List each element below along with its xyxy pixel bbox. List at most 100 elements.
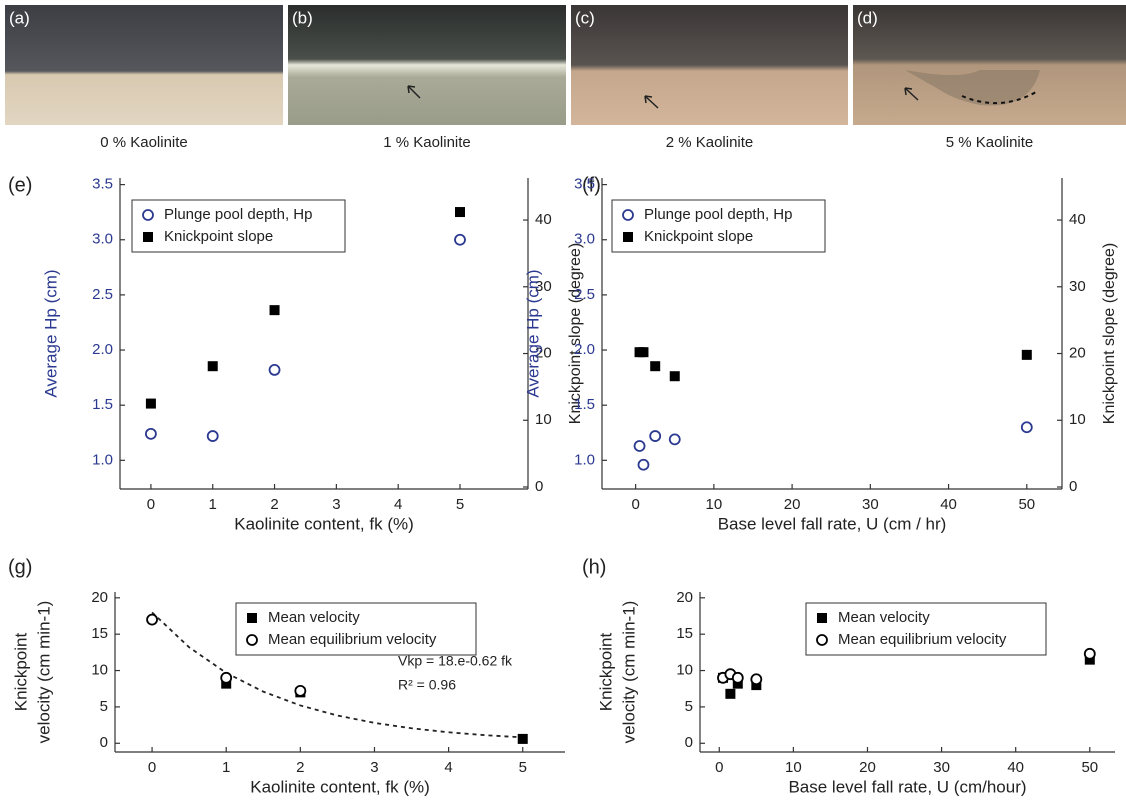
circle-marker: [268, 363, 281, 376]
photo: [288, 5, 566, 125]
y-tick-label: 20: [91, 589, 108, 606]
y-tick-label: 10: [91, 662, 108, 679]
y2-tick-label: 30: [1069, 278, 1086, 295]
square-marker: [269, 305, 280, 316]
y-tick-label: 0: [685, 734, 693, 751]
content: (a) 0 % Kaolinite (b) 1 % Kaolinite (c) 2 % K…: [8, 8, 1118, 796]
arrow: [904, 87, 919, 101]
y-tick-label: 1.0: [92, 451, 113, 468]
legend-label: Mean equilibrium velocity: [838, 631, 1007, 648]
photo-label: (b): [292, 8, 313, 27]
y2-axis-label: Knickpoint slope (degree): [567, 243, 584, 424]
y-tick-label: 1.5: [92, 396, 113, 413]
circle-marker: [145, 427, 157, 440]
y-tick-label: 3.5: [574, 176, 595, 193]
photo: [571, 5, 848, 125]
y2-tick-label: 20: [1069, 344, 1086, 361]
x-tick-label: 30: [862, 496, 879, 513]
x-tick-label: 0: [148, 759, 156, 776]
circle-marker: [750, 673, 763, 686]
circle-marker: [731, 671, 744, 684]
y-tick-label: 1.0: [574, 451, 595, 468]
photo-label: (c): [575, 8, 595, 27]
circle-marker: [294, 685, 307, 697]
panel-label: (f): [582, 174, 601, 196]
y-tick-label: 5: [100, 698, 108, 715]
y-tick-label: 3.0: [92, 231, 113, 248]
x-axis-label: Kaolinite content, fk (%): [250, 777, 430, 796]
legend-label: Mean equilibrium velocity: [268, 631, 437, 648]
square-marker: [638, 347, 649, 358]
circle-marker: [1020, 421, 1033, 434]
circle-marker: [246, 634, 258, 646]
square-marker: [517, 733, 528, 744]
photo-caption: 0 % Kaolinite: [100, 134, 188, 151]
x-tick-label: 50: [1081, 759, 1098, 776]
x-axis-label: Kaolinite content, fk (%): [234, 514, 414, 533]
legend-box: [235, 602, 477, 656]
circle-marker: [649, 430, 662, 442]
legend-label: Mean velocity: [268, 609, 360, 626]
x-tick-label: 5: [519, 759, 527, 776]
y-tick-label: 2.5: [574, 286, 595, 303]
square-marker: [1021, 349, 1032, 360]
y-axis-label: Average Hp (cm): [41, 269, 60, 397]
y-tick-label: 15: [676, 625, 693, 642]
legend-label: Plunge pool depth, Hp: [644, 206, 792, 223]
square-marker: [145, 398, 156, 409]
legend-label: Mean velocity: [838, 609, 930, 626]
photo: [853, 5, 1126, 125]
circle-marker: [206, 430, 219, 442]
y2-axis-label: Knickpoint slope (degree): [1101, 243, 1118, 424]
y-tick-label: 10: [676, 662, 693, 679]
legend-box: [805, 602, 1047, 656]
x-tick-label: 0: [715, 759, 723, 776]
legend-label: Plunge pool depth, Hp: [164, 206, 312, 223]
annotation: R² = 0.96: [398, 677, 456, 693]
x-axis-label: Base level fall rate, U (cm / hr): [718, 514, 947, 533]
circle-marker: [146, 613, 158, 626]
circle-marker: [622, 209, 634, 221]
square-marker: [207, 361, 218, 372]
x-tick-label: 10: [785, 759, 802, 776]
x-tick-label: 1: [209, 496, 217, 513]
y-axis-label: velocity (cm min-1): [619, 601, 638, 744]
x-tick-label: 3: [370, 759, 378, 776]
legend-label: Knickpoint slope: [164, 228, 273, 245]
x-tick-label: 0: [631, 496, 639, 513]
photo-caption: 2 % Kaolinite: [666, 134, 754, 151]
square-marker: [817, 613, 827, 623]
square-marker: [247, 613, 257, 623]
x-tick-label: 40: [940, 496, 957, 513]
y2-tick-label: 40: [1069, 211, 1086, 228]
y-tick-label: 1.5: [574, 396, 595, 413]
legend-box: [611, 199, 826, 253]
circle-marker: [637, 458, 650, 471]
photo-caption: 5 % Kaolinite: [946, 134, 1034, 151]
circle-marker: [668, 433, 681, 446]
circle-marker: [220, 671, 233, 684]
photo-label: (a): [9, 8, 30, 27]
y2-tick-label: 10: [535, 411, 552, 428]
x-tick-label: 10: [706, 496, 723, 513]
circle-marker: [633, 440, 646, 452]
x-tick-label: 4: [444, 759, 452, 776]
y-tick-label: 2.5: [92, 286, 113, 303]
circle-marker: [1083, 647, 1096, 660]
annotation: Vkp = 18.e-0.62 fk: [398, 653, 513, 669]
y-tick-label: 3.0: [574, 231, 595, 248]
x-tick-label: 3: [332, 496, 340, 513]
y-axis-label: Average Hp (cm): [523, 269, 542, 397]
circle-marker: [454, 233, 466, 246]
x-axis-label: Base level fall rate, U (cm/hour): [788, 777, 1026, 796]
x-tick-label: 5: [456, 496, 464, 513]
panel-label: (h): [582, 556, 606, 578]
square-marker: [669, 371, 680, 382]
y-tick-label: 0: [100, 734, 108, 751]
photo-caption: 1 % Kaolinite: [383, 134, 471, 151]
x-tick-label: 1: [222, 759, 230, 776]
x-tick-label: 2: [296, 759, 304, 776]
y-tick-label: 20: [676, 589, 693, 606]
y-tick-label: 3.5: [92, 176, 113, 193]
